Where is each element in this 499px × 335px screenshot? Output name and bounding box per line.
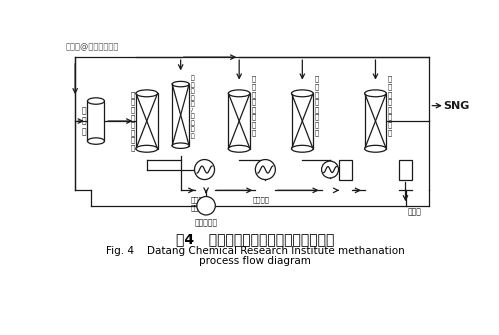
Ellipse shape <box>87 98 104 104</box>
Circle shape <box>195 159 215 180</box>
Circle shape <box>321 161 338 178</box>
Ellipse shape <box>136 90 158 97</box>
Circle shape <box>255 159 275 180</box>
Ellipse shape <box>291 145 313 152</box>
Text: 第
四
甲
烷
化
反
应
器: 第 四 甲 烷 化 反 应 器 <box>388 76 392 136</box>
Ellipse shape <box>87 138 104 144</box>
FancyBboxPatch shape <box>136 93 158 149</box>
Ellipse shape <box>291 90 313 97</box>
Text: 搜狐号@四川润泰化工: 搜狐号@四川润泰化工 <box>66 43 119 52</box>
Text: 第
二
甲
烷
化
反
应
器: 第 二 甲 烷 化 反 应 器 <box>251 76 256 136</box>
Text: process flow diagram: process flow diagram <box>200 256 311 266</box>
Text: 废热锅炉/
蒸汽过热器: 废热锅炉/ 蒸汽过热器 <box>191 197 212 211</box>
Ellipse shape <box>172 143 189 148</box>
FancyBboxPatch shape <box>365 93 386 149</box>
Ellipse shape <box>136 145 158 152</box>
Circle shape <box>197 197 215 215</box>
FancyBboxPatch shape <box>229 93 250 149</box>
Ellipse shape <box>365 145 386 152</box>
Text: 蒸
汽
过
热
器
/
废
热
锅
炉: 蒸 汽 过 热 器 / 废 热 锅 炉 <box>191 75 195 139</box>
Bar <box>399 159 412 180</box>
Bar <box>339 159 352 180</box>
Text: 脱
硫
罐: 脱 硫 罐 <box>81 106 86 136</box>
Ellipse shape <box>229 145 250 152</box>
Text: 冷凝液: 冷凝液 <box>408 207 422 216</box>
Ellipse shape <box>365 90 386 97</box>
Text: 第
三
甲
烷
化
反
应
器: 第 三 甲 烷 化 反 应 器 <box>315 76 319 136</box>
FancyBboxPatch shape <box>172 84 189 146</box>
Bar <box>87 101 104 141</box>
Ellipse shape <box>172 81 189 87</box>
Text: 废热锅炉: 废热锅炉 <box>253 197 270 203</box>
Text: SNG: SNG <box>443 100 470 111</box>
Text: 第
一
甲
烷
化
反
应
器: 第 一 甲 烷 化 反 应 器 <box>130 91 134 151</box>
FancyBboxPatch shape <box>291 93 313 149</box>
Ellipse shape <box>229 90 250 97</box>
Text: Fig. 4    Datang Chemical Research Institute methanation: Fig. 4 Datang Chemical Research Institut… <box>106 246 405 256</box>
Text: 图4   大唐化工研究院甲烷化工艺流程图: 图4 大唐化工研究院甲烷化工艺流程图 <box>176 233 334 247</box>
Text: 循环压缩机: 循环压缩机 <box>195 218 218 227</box>
